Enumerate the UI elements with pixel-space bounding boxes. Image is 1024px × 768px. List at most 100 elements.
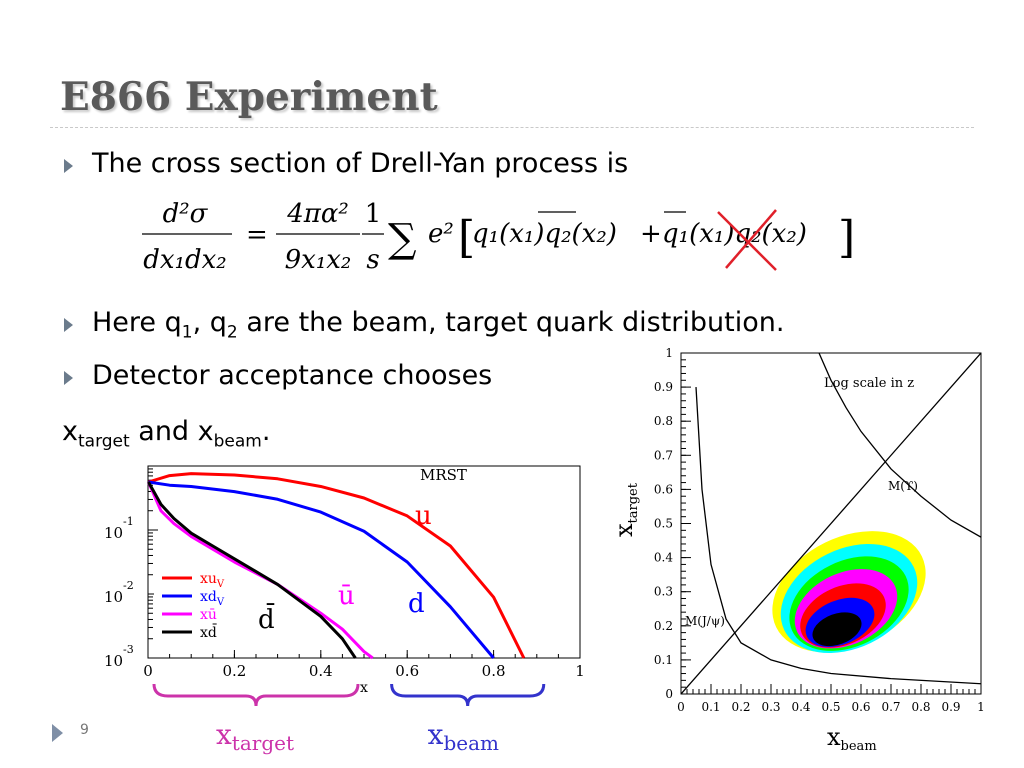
formula-s-denominator: s: [366, 245, 379, 275]
curve-label: u: [415, 501, 432, 531]
diagonal-line: [681, 353, 981, 694]
y-tick-label: 1: [665, 346, 673, 360]
brace-sub: target: [232, 731, 294, 755]
formula-s-numerator: 1: [365, 199, 382, 229]
y-tick-label: 10: [104, 588, 123, 606]
x-tick-label: 1: [977, 700, 985, 714]
acceptance-region: [772, 531, 926, 654]
curve-label: d: [408, 589, 425, 619]
b4-sub-target: target: [77, 431, 130, 452]
x-tick-label: 0.9: [941, 700, 960, 714]
bullet-detector-acceptance: Detector acceptance chooses: [92, 360, 493, 391]
legend-box: [154, 572, 238, 650]
y-tick-label: 0.2: [654, 619, 673, 633]
b2-sub-2: 2: [226, 322, 238, 343]
mass-label: M(ϒ): [888, 479, 918, 493]
legend-sub: V: [216, 597, 225, 608]
x-tick-label: 0.6: [395, 662, 419, 680]
b2-sub-1: 1: [181, 322, 193, 343]
legend-sub: V: [216, 579, 225, 590]
b4-and: and x: [129, 416, 214, 447]
brace: [152, 683, 360, 707]
x-tick-label: 0.2: [731, 700, 750, 714]
formula-sum: ∑: [388, 216, 417, 262]
b2-pre: Here q: [92, 307, 182, 338]
acceptance-chart: 0 0.1 0.2 0.3 0.4 0.5 0.6 0.7 0.8 0.9 1 0 0.1 0.2 0.3 0…: [610, 346, 985, 754]
formula-equals: =: [246, 220, 268, 250]
formula-plus: +: [640, 219, 662, 249]
legend-label: xū: [200, 607, 217, 623]
curve-label: d̄: [258, 602, 275, 635]
series-line: [147, 472, 526, 659]
x-tick-label: 0.5: [821, 700, 840, 714]
x-tick-label: 0: [143, 662, 153, 680]
acceptance-layer: [812, 612, 862, 647]
chart-title: MRST: [420, 466, 467, 484]
b4-end: .: [261, 416, 271, 447]
formula-coeff-numerator: 4πα²: [286, 199, 349, 229]
x-axis-label: x: [360, 680, 368, 696]
b2-mid: , q: [192, 307, 227, 338]
series-line: [147, 481, 357, 659]
x-tick-label: 0.4: [791, 700, 810, 714]
series-line: [147, 481, 374, 660]
y-tick-label: 0.1: [654, 653, 673, 667]
bullet-marker-icon: [64, 318, 73, 332]
y-tick-exponent: -1: [123, 515, 134, 528]
bullet-quark-distribution: Here q1, q2 are the beam, target quark d…: [92, 307, 784, 342]
formula-e-squared: e²: [428, 219, 454, 249]
x-tick-label: 0.4: [309, 662, 333, 680]
x-tick-label: 0.2: [222, 662, 246, 680]
x-axis-label: xbeam: [827, 723, 877, 754]
x-tick-label: 0: [677, 700, 685, 714]
page-number: 9: [80, 722, 89, 738]
y-tick-label: 0.6: [654, 482, 673, 496]
annotation-label: Log scale in z: [824, 376, 914, 391]
x-tick-label: 0.3: [761, 700, 780, 714]
b2-post: are the beam, target quark distribution.: [237, 307, 785, 338]
y-tick-label: 0.3: [654, 585, 673, 599]
drell-yan-formula: d²σ dx₁dx₂ = 4πα² 9x₁x₂ 1 s ∑ e² [ q₁(x₁…: [142, 199, 855, 275]
b4-sub-beam: beam: [213, 431, 262, 452]
strikeout-cross-icon: [717, 209, 777, 271]
curve-label: ū: [338, 581, 355, 611]
brace-sub: beam: [443, 731, 499, 755]
x-tick-label: 0.6: [851, 700, 870, 714]
xtarget-xbeam-line: xtarget and xbeam.: [62, 416, 270, 451]
b4-x: x: [62, 416, 78, 447]
formula-lhs-numerator: d²σ: [163, 199, 209, 229]
legend-label: xd̄: [200, 623, 217, 641]
title-divider: [50, 127, 974, 128]
brace-label: xtarget: [216, 718, 294, 755]
y-tick-label: 10: [104, 652, 123, 670]
brace-label: xbeam: [428, 718, 499, 755]
x-tick-label: 0.7: [881, 700, 900, 714]
page-arrow-icon: [52, 724, 63, 742]
brace: [390, 683, 546, 707]
formula-term-2: q₁(x₁)q₂(x₂): [662, 219, 807, 249]
x-tick-label: 0.8: [911, 700, 930, 714]
bullet-marker-icon: [64, 371, 73, 385]
y-tick-label: 0.7: [654, 448, 673, 462]
formula-lhs-denominator: dx₁dx₂: [143, 245, 226, 275]
y-tick-exponent: -2: [123, 579, 134, 592]
x-tick-label: 0.8: [482, 662, 506, 680]
formula-right-bracket: ]: [838, 212, 855, 263]
mass-curve: [695, 387, 981, 685]
x-tick-label: 0.1: [701, 700, 720, 714]
mass-curve: [818, 353, 981, 538]
formula-left-bracket: [: [458, 212, 475, 263]
y-axis-sub: target: [626, 482, 641, 523]
y-tick-label: 0.9: [654, 380, 673, 394]
y-tick-exponent: -3: [123, 643, 134, 656]
y-tick-label: 0.4: [654, 551, 673, 565]
series-line: [148, 480, 495, 659]
x-axis-sub: beam: [841, 739, 877, 754]
mrst-pdf-chart: 0 0.2 0.4 0.6 0.8 110-110-210-3xMRSTxuVxdVxūx…: [104, 465, 585, 755]
y-tick-label: 0.8: [654, 414, 673, 428]
bullet-cross-section: The cross section of Drell-Yan process i…: [92, 148, 629, 179]
slide-title: E866 Experiment: [60, 74, 438, 120]
y-tick-label: 0: [665, 687, 673, 701]
formula-coeff-denominator: 9x₁x₂: [285, 245, 352, 275]
